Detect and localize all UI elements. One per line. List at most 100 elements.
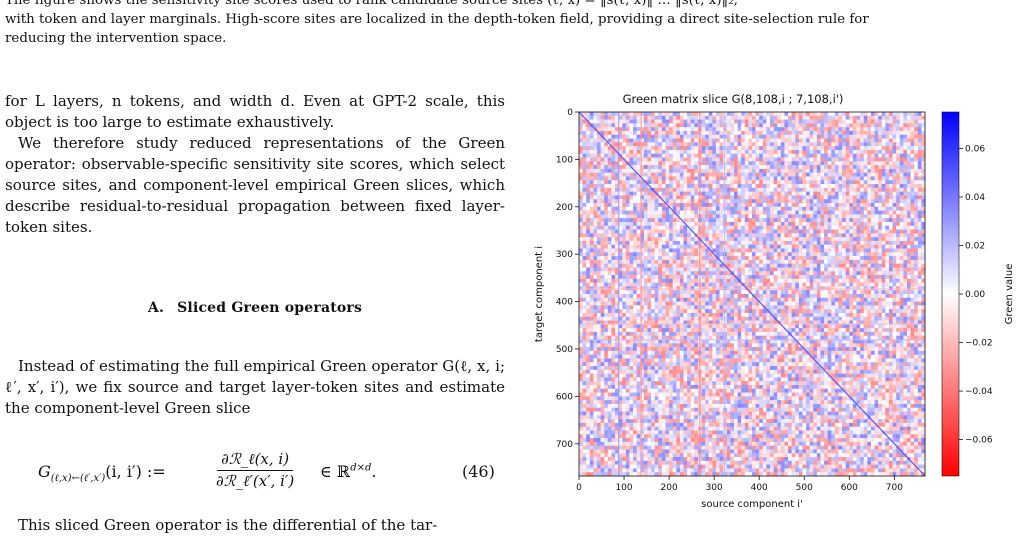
heatmap-cell <box>579 195 583 200</box>
heatmap-cell <box>737 275 742 280</box>
heatmap-cell <box>658 206 663 211</box>
heatmap-cell <box>719 210 724 215</box>
heatmap-cell <box>806 282 811 287</box>
heatmap-cell <box>770 123 774 128</box>
heatmap-cell <box>607 233 612 238</box>
heatmap-cell <box>611 256 616 261</box>
heatmap-cell <box>874 206 879 211</box>
heatmap-cell <box>849 267 854 272</box>
heatmap-cell <box>719 214 724 219</box>
heatmap-cell <box>694 184 699 189</box>
heatmap-cell <box>633 180 638 185</box>
heatmap-cell <box>611 168 616 174</box>
heatmap-cell <box>777 297 782 302</box>
heatmap-cell <box>896 229 901 234</box>
heatmap-cell <box>744 119 749 124</box>
heatmap-cell <box>658 278 663 283</box>
heatmap-cell <box>730 275 735 280</box>
heatmap-cell <box>640 237 645 242</box>
heatmap-cell <box>885 195 890 200</box>
heatmap-cell <box>625 176 630 181</box>
heatmap-cell <box>903 237 908 242</box>
heatmap-cell <box>766 206 771 211</box>
heatmap-cell <box>798 297 803 302</box>
heatmap-cell <box>906 119 911 124</box>
heatmap-cell <box>643 244 648 249</box>
heatmap-cell <box>809 199 814 204</box>
heatmap-cell <box>917 294 922 299</box>
heatmap-cell <box>654 157 659 162</box>
heatmap-cell <box>597 153 601 158</box>
heatmap-cell <box>888 252 893 257</box>
heatmap-cell <box>827 134 832 139</box>
heatmap-cell <box>784 294 789 299</box>
heatmap-cell <box>824 199 829 204</box>
heatmap-cell <box>867 119 872 124</box>
heatmap-cell <box>629 214 634 219</box>
heatmap-cell <box>870 248 875 253</box>
heatmap-cell <box>708 165 713 170</box>
heatmap-cell <box>665 221 670 227</box>
heatmap-cell <box>582 184 587 189</box>
heatmap-cell <box>669 214 674 219</box>
heatmap-cell <box>885 119 890 124</box>
heatmap-cell <box>719 161 724 166</box>
heatmap-cell <box>633 297 638 302</box>
heatmap-cell <box>737 134 742 139</box>
heatmap-cell <box>615 134 619 139</box>
heatmap-cell <box>838 130 843 136</box>
heatmap-cell <box>748 229 753 234</box>
heatmap-cell <box>874 115 879 120</box>
heatmap-cell <box>604 142 609 147</box>
heatmap-cell <box>579 301 583 306</box>
heatmap-cell <box>852 290 857 295</box>
heatmap-cell <box>597 146 601 151</box>
heatmap-cell <box>910 187 915 192</box>
heatmap-cell <box>834 146 839 151</box>
heatmap-cell <box>701 203 706 208</box>
heatmap-cell <box>896 199 901 204</box>
heatmap-cell <box>838 267 843 272</box>
heatmap-cell <box>708 305 713 310</box>
heatmap-cell <box>809 256 814 261</box>
heatmap-cell <box>770 210 774 215</box>
heatmap-cell <box>719 233 724 238</box>
heatmap-cell <box>780 112 785 117</box>
heatmap-cell <box>752 256 756 261</box>
heatmap-cell <box>683 248 688 253</box>
heatmap-cell <box>694 203 699 208</box>
heatmap-cell <box>712 119 717 124</box>
heatmap-cell <box>914 134 919 139</box>
heatmap-cell <box>863 161 868 166</box>
heatmap-cell <box>780 233 785 238</box>
heatmap-cell <box>690 146 695 151</box>
heatmap-cell <box>806 248 811 253</box>
heatmap-cell <box>687 290 692 295</box>
heatmap-cell <box>910 146 915 151</box>
heatmap-cell <box>622 149 627 155</box>
heatmap-cell <box>867 282 872 287</box>
heatmap-cell <box>733 271 738 276</box>
heatmap-cell <box>579 199 583 204</box>
heatmap-cell <box>910 294 915 299</box>
heatmap-cell <box>694 127 699 132</box>
heatmap-cell <box>834 252 839 257</box>
heatmap-cell <box>917 263 922 268</box>
heatmap-cell <box>708 146 713 151</box>
heatmap-cell <box>633 214 638 219</box>
heatmap-cell <box>777 278 782 283</box>
heatmap-cell <box>600 275 605 280</box>
heatmap-cell <box>917 134 922 139</box>
heatmap-cell <box>752 218 756 223</box>
heatmap-cell <box>755 263 760 268</box>
heatmap-cell <box>892 218 897 223</box>
heatmap-cell <box>748 138 753 143</box>
heatmap-cell <box>589 203 594 208</box>
heatmap-cell <box>845 271 850 276</box>
heatmap-cell <box>896 134 901 139</box>
heatmap-cell <box>910 168 915 174</box>
heatmap-cell <box>910 301 915 306</box>
heatmap-cell <box>780 149 785 155</box>
heatmap-cell <box>589 176 594 181</box>
heatmap-cell <box>766 119 771 124</box>
